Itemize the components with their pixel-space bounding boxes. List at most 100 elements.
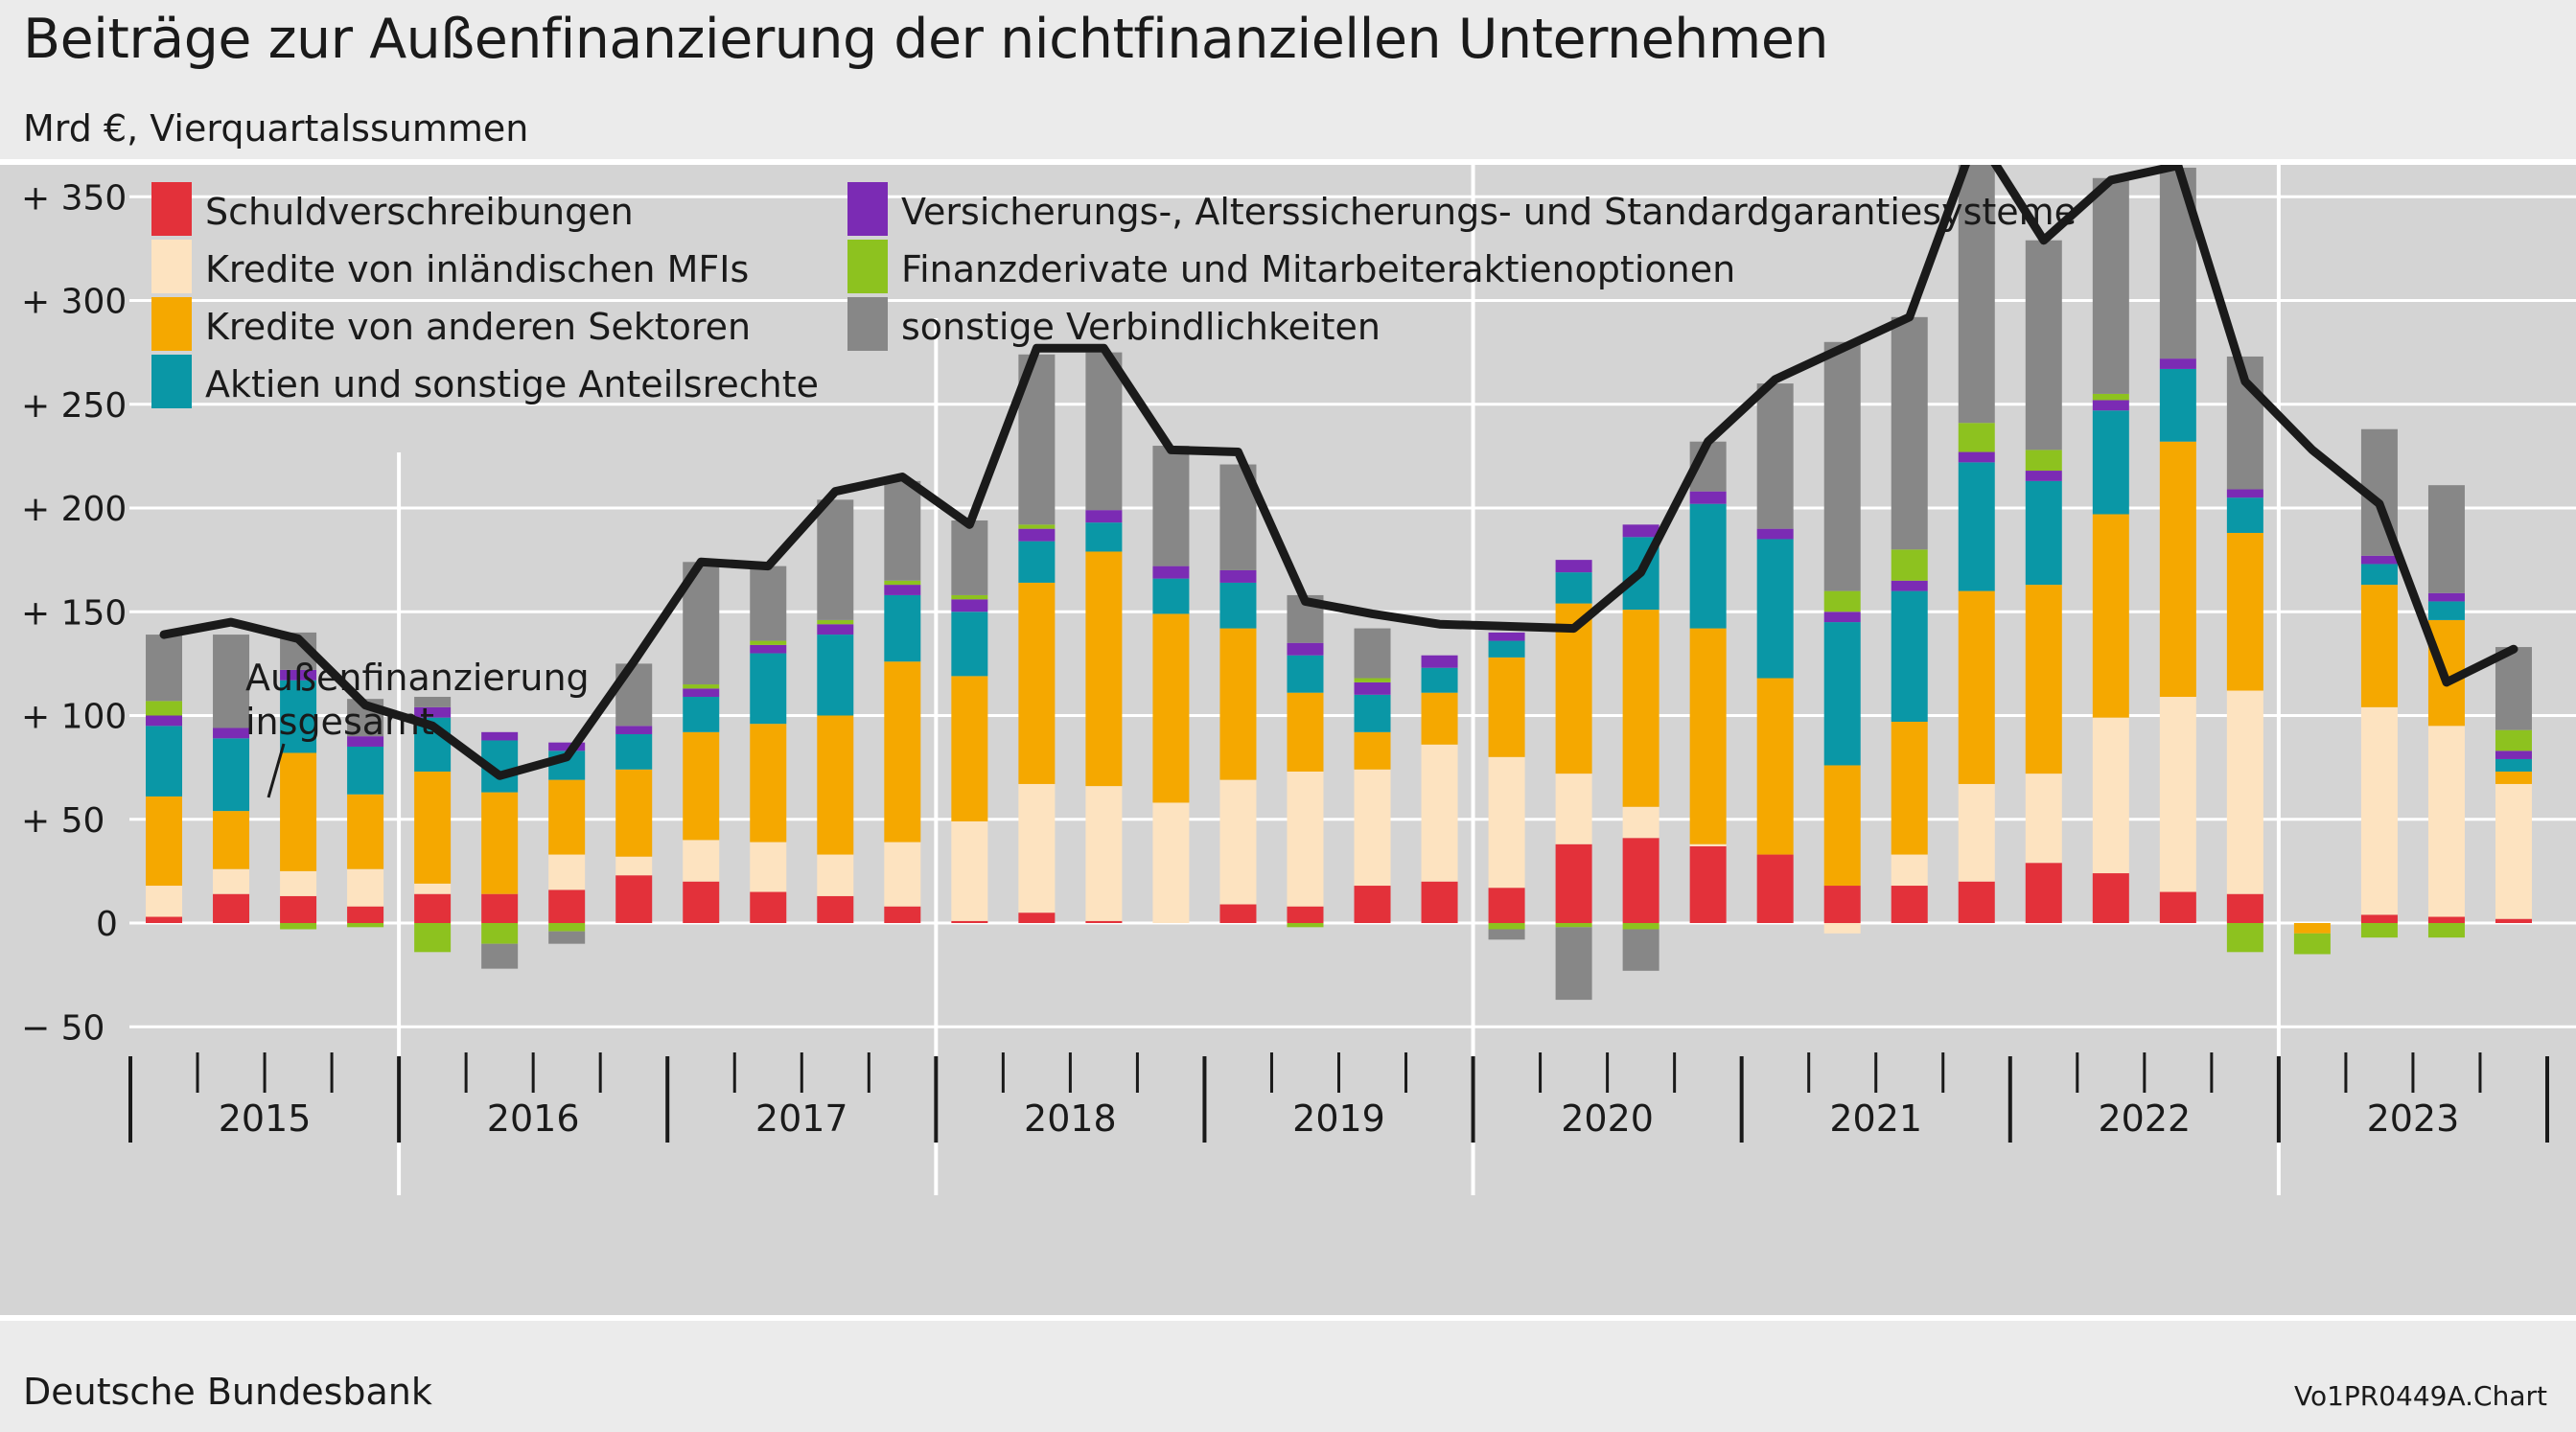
bar-segment (1891, 590, 1928, 722)
bar-segment (1085, 510, 1123, 523)
legend-swatch (151, 297, 192, 351)
bar-segment (213, 893, 250, 923)
bar-segment (414, 923, 452, 953)
bar-segment (280, 870, 317, 896)
bar-segment (1622, 929, 1659, 971)
bar-segment (1354, 681, 1391, 695)
bar-stack (213, 635, 250, 923)
bar-segment (1958, 783, 1995, 882)
bar-segment (884, 594, 921, 662)
legend-item: Aktien und sonstige Anteilsrechte (151, 355, 819, 408)
bar-segment (1756, 854, 1794, 923)
bar-stack (683, 562, 720, 923)
bar-segment (1354, 694, 1391, 732)
bar-stack (1689, 441, 1727, 923)
bar-segment (1958, 165, 1995, 424)
bar-segment (1085, 786, 1123, 921)
bar-segment (750, 640, 787, 645)
bar-segment (2495, 918, 2532, 923)
bar-segment (615, 856, 653, 876)
bar-stack (2360, 428, 2398, 938)
bar-segment (414, 771, 452, 884)
x-year-label: 2015 (219, 1097, 312, 1140)
bar-segment (213, 635, 250, 728)
top-divider (0, 159, 2576, 165)
bar-segment (1622, 524, 1659, 538)
bar-segment (1421, 655, 1458, 668)
bar-segment (1555, 927, 1592, 1001)
bar-segment (1152, 566, 1190, 579)
bar-segment (683, 684, 720, 689)
bar-segment (750, 724, 787, 843)
bar-segment (2360, 555, 2398, 565)
bar-segment (1354, 769, 1391, 887)
bar-segment (1152, 802, 1190, 923)
bar-segment (1689, 845, 1727, 923)
bar-segment (1891, 886, 1928, 923)
bar-segment (414, 697, 452, 707)
bar-segment (951, 820, 988, 921)
bar-segment (2226, 532, 2263, 691)
bar-segment (1622, 838, 1659, 923)
bar-stack (1823, 341, 1861, 934)
bar-segment (750, 566, 787, 641)
bar-stack (1622, 524, 1659, 971)
bar-segment (817, 854, 854, 896)
bar-segment (1018, 541, 1056, 583)
bar-segment (884, 842, 921, 907)
bar-segment (280, 669, 317, 681)
bar-segment (481, 893, 519, 923)
bar-segment (1421, 881, 1458, 923)
x-axis: 2015 2016 2017 2018 2019 2020 2021 2022 2023 (128, 1052, 2549, 1143)
bar-segment (146, 796, 183, 887)
bar-segment (1756, 539, 1794, 679)
bar-segment (2360, 914, 2398, 923)
bar-segment (750, 842, 787, 892)
bar-stack (951, 520, 988, 923)
bar-segment (2159, 368, 2196, 442)
bar-stack (750, 566, 787, 923)
bar-segment (1287, 906, 1324, 923)
y-tick-label: + 200 (21, 490, 127, 529)
bar-stack (548, 742, 586, 944)
x-year-label: 2020 (1561, 1097, 1654, 1140)
bar-segment (1018, 582, 1056, 784)
bar-segment (951, 599, 988, 612)
legend-label: Versicherungs-, Alterssicherungs- und St… (901, 191, 2077, 233)
bar-segment (2495, 751, 2532, 759)
bar-segment (1219, 569, 1257, 583)
bar-segment (280, 923, 317, 930)
bar-stack (2293, 923, 2331, 955)
bar-segment (1354, 678, 1391, 682)
bar-segment (2495, 729, 2532, 751)
bar-segment (1287, 692, 1324, 772)
bar-segment (683, 688, 720, 698)
bar-segment (2025, 240, 2062, 450)
bar-segment (347, 794, 384, 869)
bottom-divider (0, 1315, 2576, 1321)
bar-segment (817, 715, 854, 855)
bar-segment (817, 619, 854, 625)
bar-segment (1891, 549, 1928, 581)
bar-segment (1689, 843, 1727, 846)
bar-segment (2092, 873, 2129, 923)
bar-segment (750, 644, 787, 654)
bar-segment (1421, 692, 1458, 745)
bar-segment (1555, 843, 1592, 923)
y-tick-label: + 100 (21, 698, 127, 737)
x-year-label: 2019 (1292, 1097, 1385, 1140)
bar-segment (951, 612, 988, 677)
bar-stack (1891, 316, 1928, 923)
bar-segment (2092, 410, 2129, 515)
bar-segment (1018, 783, 1056, 913)
bar-segment (2092, 514, 2129, 718)
bar-segment (683, 731, 720, 841)
bar-segment (146, 635, 183, 702)
bar-segment (1488, 657, 1525, 757)
bar-stack (2159, 167, 2196, 923)
bar-segment (2092, 717, 2129, 874)
bar-stacks (146, 165, 2532, 1001)
chart-title: Beiträge zur Außenfinanzierung der nicht… (23, 8, 1829, 71)
bar-segment (1756, 528, 1794, 540)
